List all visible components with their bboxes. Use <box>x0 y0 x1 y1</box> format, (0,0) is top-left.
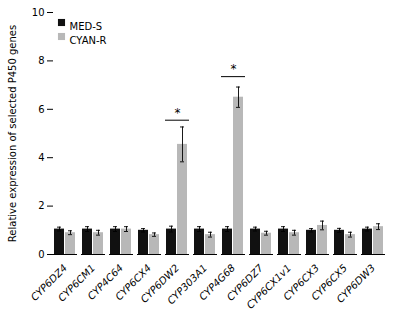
svg-text:CYAN-R: CYAN-R <box>70 35 107 46</box>
svg-text:*: * <box>175 106 181 120</box>
svg-text:CYP6CX4: CYP6CX4 <box>113 262 154 303</box>
svg-text:CYP6DZ7: CYP6DZ7 <box>224 262 266 303</box>
svg-text:10: 10 <box>32 7 45 18</box>
svg-text:6: 6 <box>38 104 44 115</box>
svg-text:CYP6CX1v1: CYP6CX1v1 <box>244 262 293 311</box>
svg-text:CYP6CX3: CYP6CX3 <box>281 262 322 303</box>
svg-text:8: 8 <box>38 55 44 66</box>
svg-text:CYP6DZ4: CYP6DZ4 <box>28 262 70 303</box>
svg-text:MED-S: MED-S <box>70 21 103 32</box>
svg-text:0: 0 <box>38 249 44 260</box>
svg-text:CYP6DW3: CYP6DW3 <box>334 262 377 305</box>
svg-text:CYP303A1: CYP303A1 <box>165 262 210 307</box>
svg-text:Relative expression of selecte: Relative expression of selected P450 gen… <box>7 25 18 242</box>
svg-text:CYP6CX5: CYP6CX5 <box>309 262 350 303</box>
svg-text:2: 2 <box>38 200 44 211</box>
svg-text:CYP6DW2: CYP6DW2 <box>138 262 182 305</box>
svg-text:CYP6CM1: CYP6CM1 <box>55 262 98 304</box>
svg-text:CYP4G68: CYP4G68 <box>196 262 238 303</box>
svg-text:CYP4C64: CYP4C64 <box>85 262 126 302</box>
svg-text:4: 4 <box>38 152 44 163</box>
svg-text:*: * <box>231 62 237 76</box>
